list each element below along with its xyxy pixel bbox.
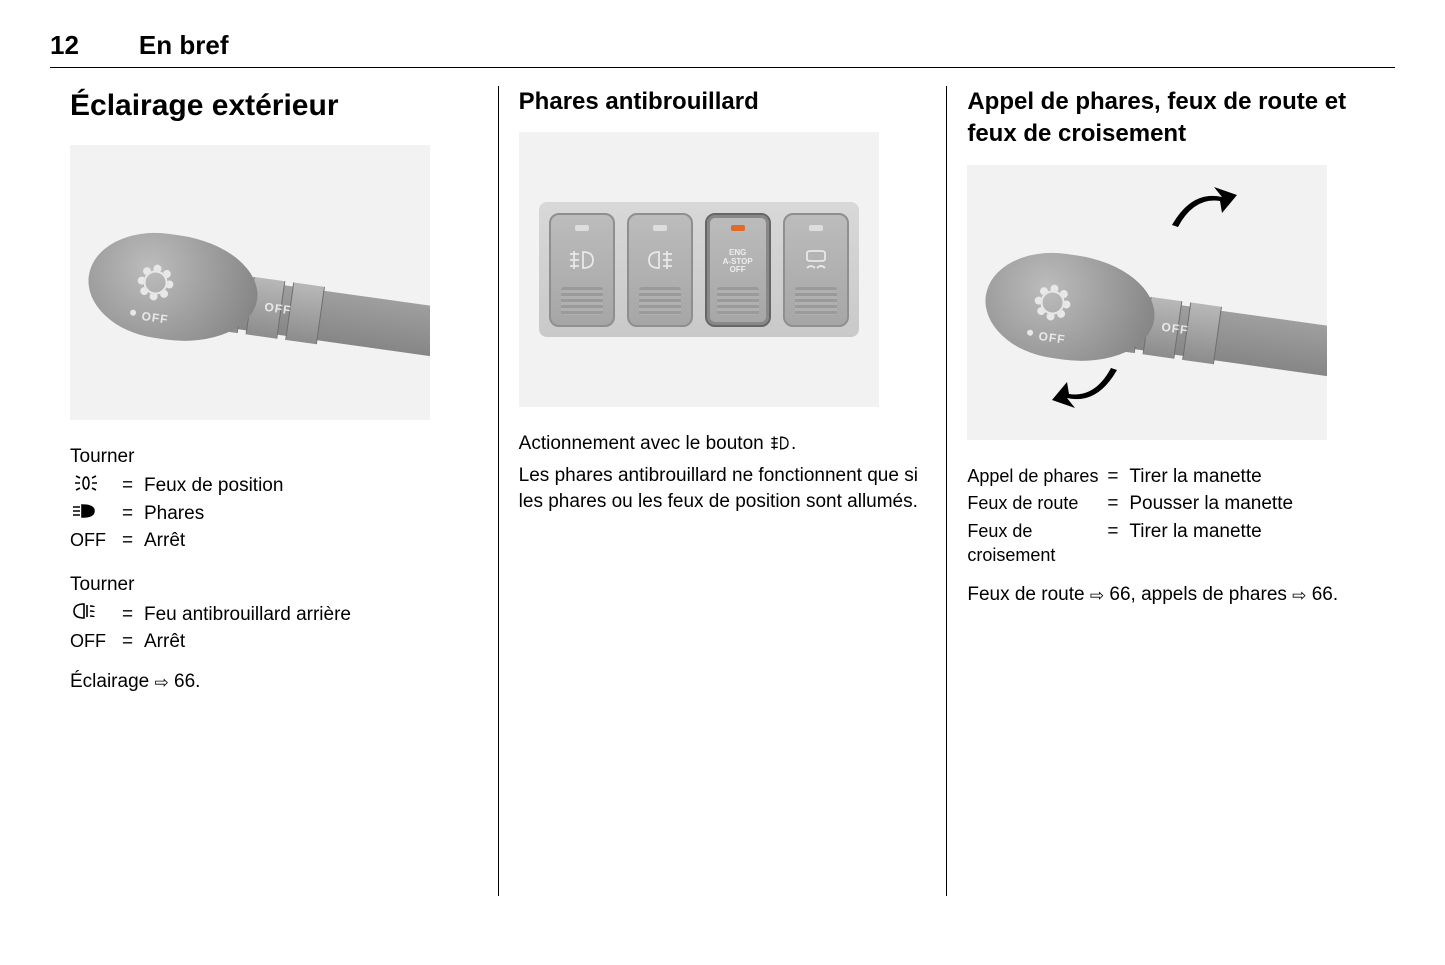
text: Actionnement avec le bouton <box>519 433 769 454</box>
rear-fog-icon <box>629 249 691 274</box>
column-high-low-beam: Appel de phares, feux de route et feux d… <box>946 86 1395 896</box>
def-label: Appel de phares <box>967 464 1107 488</box>
equals: = <box>1107 464 1129 490</box>
arrow-up-icon <box>1162 185 1232 230</box>
label-tourner-2: Tourner <box>70 572 478 598</box>
defs-group-1: = Feux de position = Phares OFF = Arrêt <box>70 473 478 554</box>
def-row: Feux de croisement = Tirer la manette <box>967 519 1375 568</box>
def-value: Arrêt <box>144 629 478 655</box>
ref-page: 66 <box>1109 584 1130 605</box>
sun-icon <box>142 268 169 295</box>
stalk-off-label: OFF <box>1161 319 1190 339</box>
traction-control-button <box>783 213 849 327</box>
heading-high-low-beam: Appel de phares, feux de route et feux d… <box>967 86 1375 151</box>
ref-page: 66 <box>174 671 195 692</box>
def-row: OFF = Arrêt <box>70 629 478 655</box>
heading-exterior-lighting: Éclairage extérieur <box>70 86 478 127</box>
def-value: Phares <box>144 501 478 527</box>
equals: = <box>122 528 144 554</box>
page-header: 12 En bref <box>50 30 1395 68</box>
page-number: 12 <box>50 30 79 61</box>
def-value: Arrêt <box>144 528 478 554</box>
def-row: = Phares <box>70 501 478 527</box>
def-value: Pousser la ma­nette <box>1129 491 1375 517</box>
heading-fog-lights: Phares antibrouillard <box>519 86 927 118</box>
stalk-off-label: OFF <box>263 298 292 318</box>
fog-activation-line: Actionnement avec le bouton . <box>519 431 927 457</box>
def-row: Appel de phares = Tirer la manette <box>967 464 1375 490</box>
front-fog-icon <box>551 249 613 274</box>
knob-off-label: OFF <box>141 308 170 328</box>
off-label: OFF <box>70 528 122 552</box>
figure-fog-buttons: ENGA-STOPOFF <box>519 132 879 407</box>
def-value: Tirer la manette <box>1129 519 1375 545</box>
button-panel: ENGA-STOPOFF <box>539 202 859 337</box>
ref-lighting: Éclairage ⇨ 66. <box>70 669 478 695</box>
equals: = <box>122 629 144 655</box>
def-row: = Feux de position <box>70 473 478 499</box>
def-label: Feux de croisement <box>967 519 1107 568</box>
ref-text: , appels de pha­res <box>1131 584 1293 605</box>
columns: Éclairage extérieur OFF OFF <box>50 86 1395 896</box>
front-fog-icon <box>769 433 791 454</box>
def-row: = Feu antibrouillard arrière <box>70 602 478 628</box>
text: . <box>791 433 796 454</box>
ref-text-after: . <box>195 671 200 692</box>
defs-group-2: = Feu antibrouillard arrière OFF = Arrêt <box>70 602 478 655</box>
ref-beams: Feux de route ⇨ 66, appels de pha­res ⇨ … <box>967 582 1375 608</box>
def-value: Tirer la manette <box>1129 464 1375 490</box>
rear-fog-icon <box>70 602 122 626</box>
off-label: OFF <box>70 629 122 653</box>
chapter-title: En bref <box>139 30 229 61</box>
knob-off-label: OFF <box>1038 328 1067 348</box>
page: 12 En bref Éclairage extérieur OFF <box>0 0 1445 965</box>
headlights-icon <box>70 501 122 525</box>
def-row: Feux de route = Pousser la ma­nette <box>967 491 1375 517</box>
def-value: Feux de position <box>144 473 478 499</box>
fog-condition-text: Les phares antibrouillard ne fonction­ne… <box>519 463 927 514</box>
equals: = <box>122 602 144 628</box>
engine-start-stop-off-button: ENGA-STOPOFF <box>705 213 771 327</box>
equals: = <box>122 501 144 527</box>
ref-text: . <box>1333 584 1338 605</box>
column-exterior-lighting: Éclairage extérieur OFF OFF <box>50 86 498 896</box>
def-value: Feu antibrouillard arrière <box>144 602 478 628</box>
column-fog-lights: Phares antibrouillard <box>498 86 947 896</box>
engine-stop-label: ENGA-STOPOFF <box>707 249 769 275</box>
position-lights-icon <box>70 473 122 497</box>
label-tourner-1: Tourner <box>70 444 478 470</box>
equals: = <box>1107 491 1129 517</box>
reference-arrow-icon: ⇨ <box>1090 585 1104 608</box>
defs-group-beams: Appel de phares = Tirer la manette Feux … <box>967 464 1375 568</box>
traction-control-icon <box>785 249 847 276</box>
ref-text: Feux de route <box>967 584 1090 605</box>
sun-icon <box>1039 289 1066 316</box>
equals: = <box>122 473 144 499</box>
ref-page: 66 <box>1312 584 1333 605</box>
figure-beam-stalk: OFF OFF <box>967 165 1327 440</box>
reference-arrow-icon: ⇨ <box>1292 585 1306 608</box>
rear-fog-button <box>627 213 693 327</box>
front-fog-button <box>549 213 615 327</box>
arrow-down-icon <box>1047 360 1117 405</box>
reference-arrow-icon: ⇨ <box>155 672 169 695</box>
def-row: OFF = Arrêt <box>70 528 478 554</box>
ref-text: Éclairage <box>70 671 155 692</box>
figure-light-stalk: OFF OFF <box>70 145 430 420</box>
equals: = <box>1107 519 1129 545</box>
def-label: Feux de route <box>967 491 1107 515</box>
